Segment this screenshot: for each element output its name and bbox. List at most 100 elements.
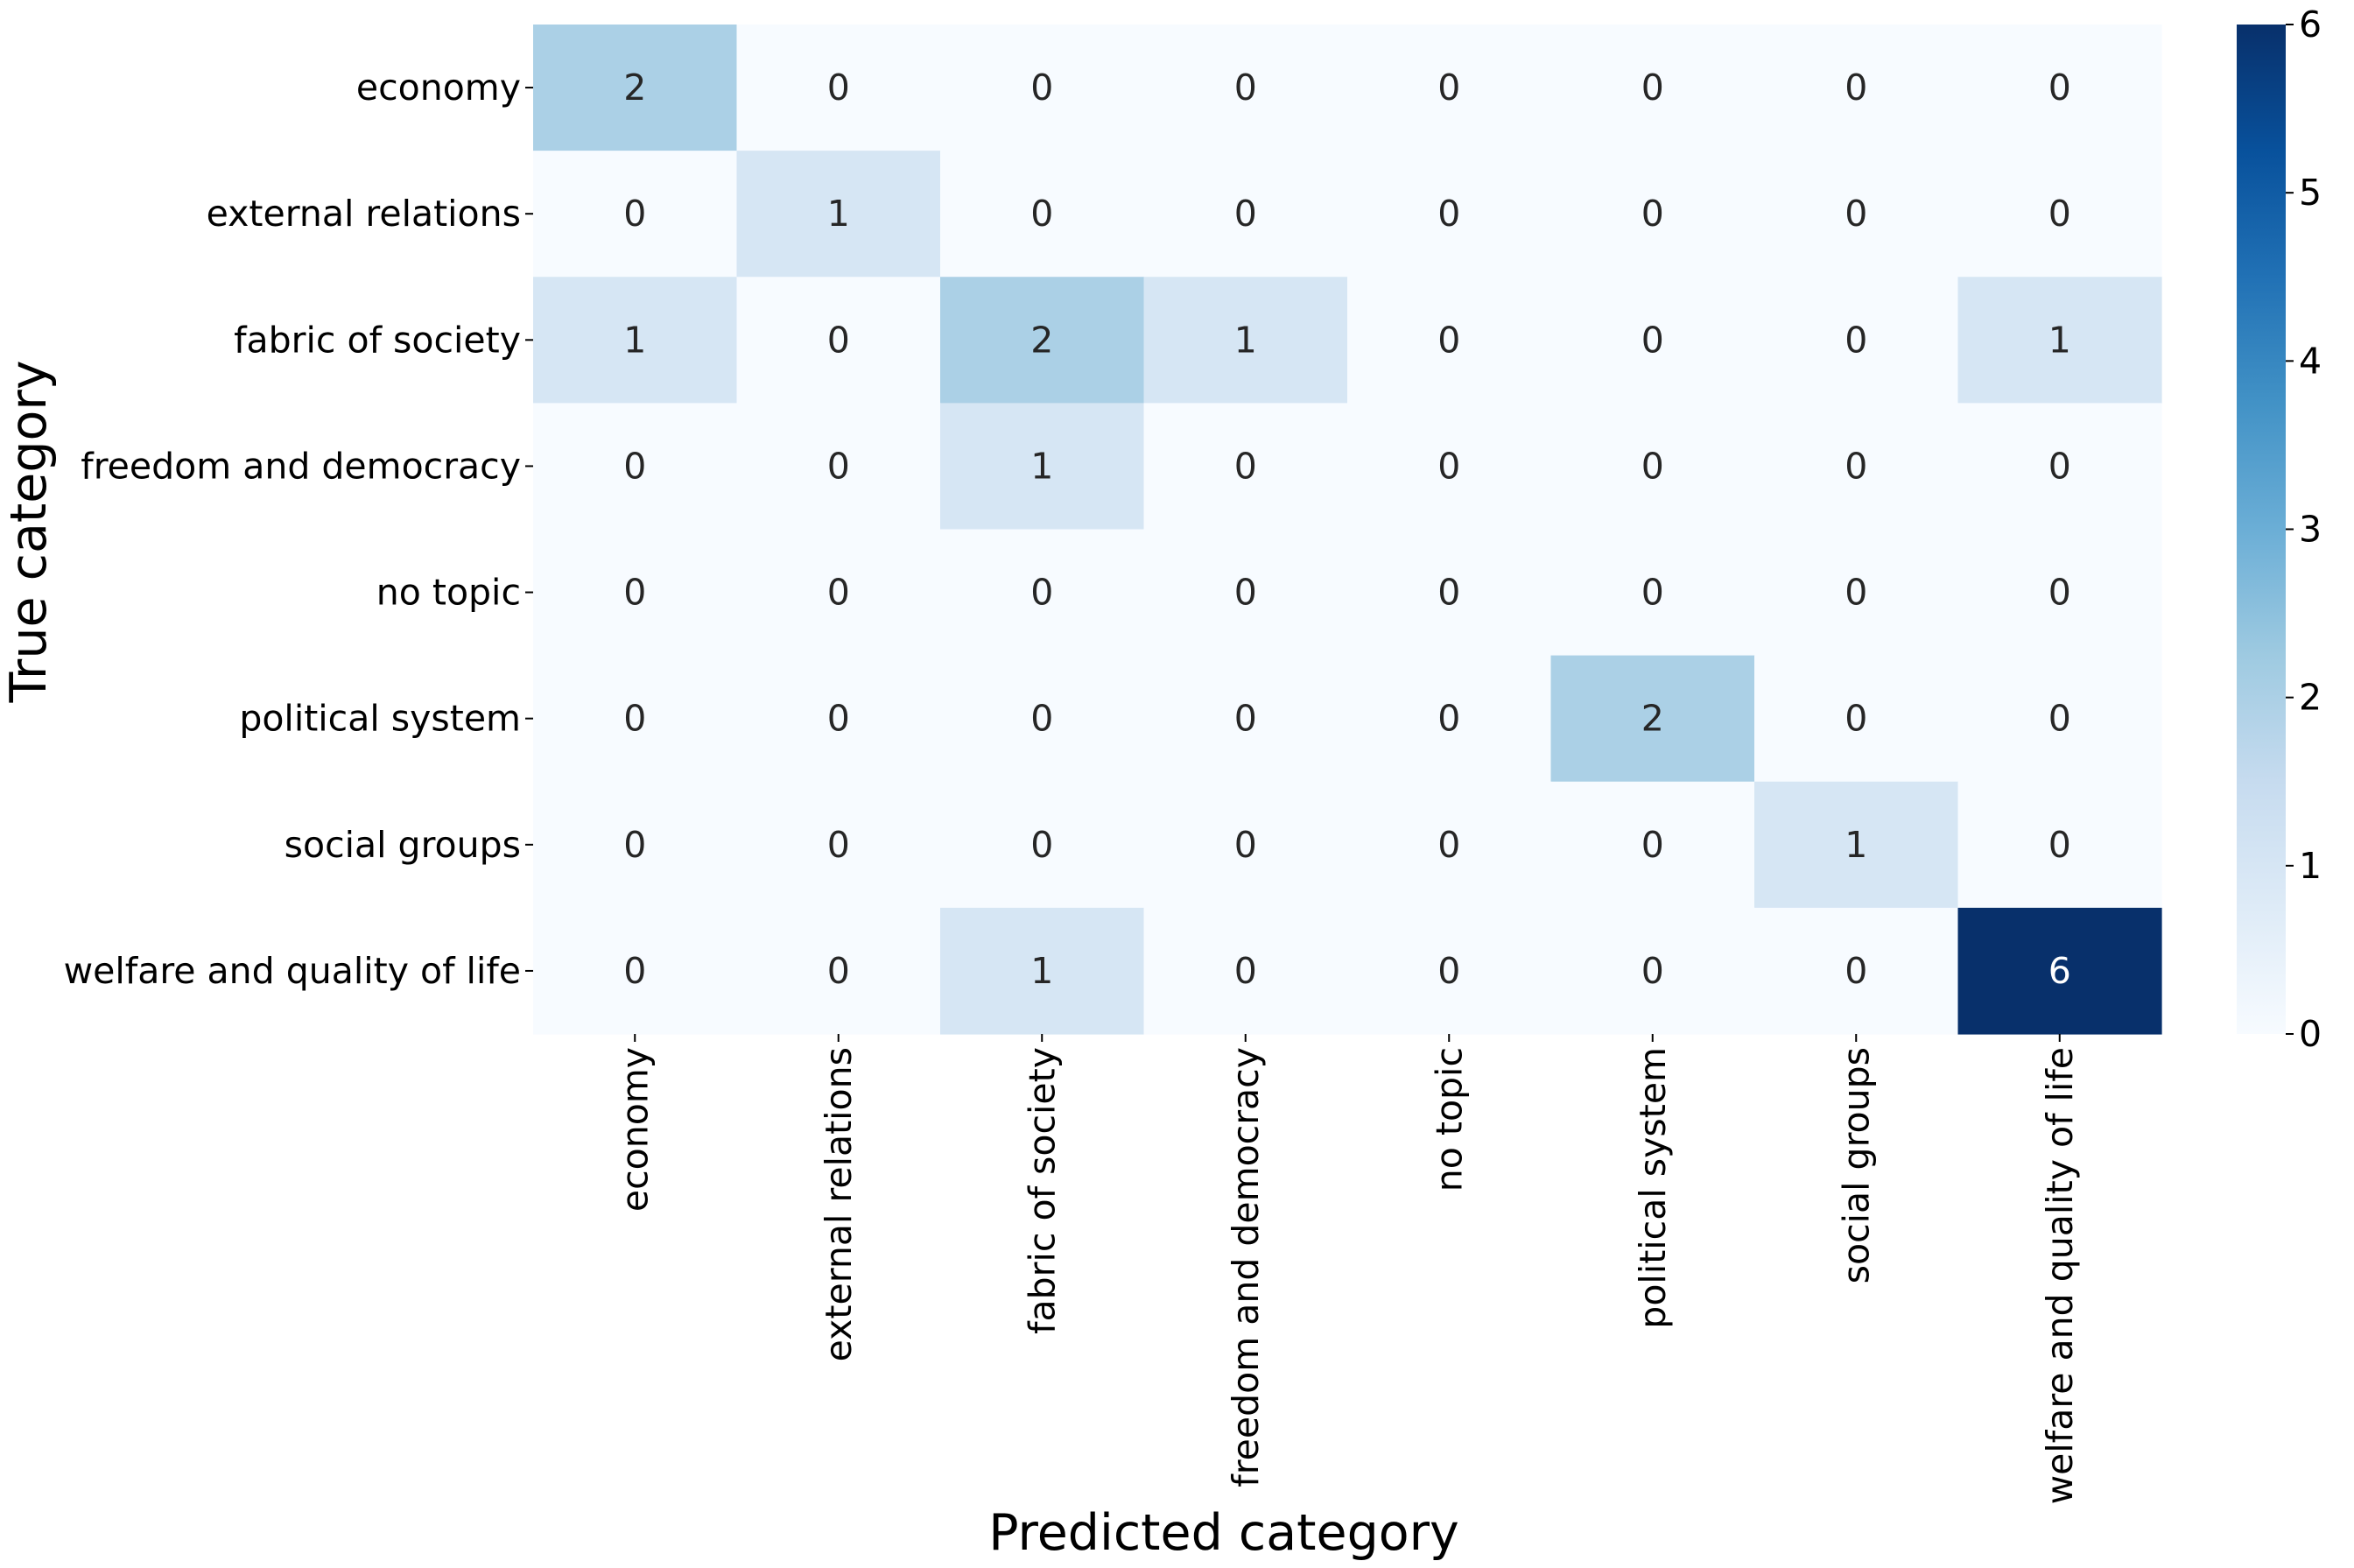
heatmap-cell	[940, 25, 1145, 151]
heatmap-cell-value: 0	[827, 698, 850, 740]
heatmap-cell-value: 0	[1030, 698, 1053, 740]
heatmap-cell	[1550, 907, 1755, 1035]
heatmap-cell	[736, 781, 941, 909]
heatmap-cell	[1347, 529, 1552, 657]
colorbar-tick-label: 5	[2299, 172, 2322, 214]
heatmap-cells	[533, 25, 2162, 1035]
x-tick-label: welfare and quality of life	[2039, 1047, 2081, 1504]
y-tick-label: no topic	[376, 572, 521, 614]
colorbar-tick-label: 2	[2299, 677, 2322, 719]
heatmap-cell	[1550, 529, 1755, 657]
heatmap-cell	[1754, 781, 1959, 909]
heatmap-cell	[1957, 151, 2162, 278]
heatmap-cell-value: 0	[827, 319, 850, 361]
heatmap-cell	[1957, 25, 2162, 151]
heatmap-cell	[1754, 655, 1959, 783]
heatmap-cell-value: 0	[623, 572, 646, 614]
heatmap-cell-value: 0	[1437, 67, 1460, 109]
heatmap-cell	[940, 277, 1145, 404]
heatmap-cell	[1143, 277, 1348, 404]
y-tick-label: freedom and democracy	[81, 445, 521, 487]
x-axis-ticks: economy external relations fabric of socie…	[614, 1034, 2081, 1504]
heatmap-cell-value: 0	[1641, 572, 1664, 614]
x-tick-label: social groups	[1835, 1047, 1877, 1283]
heatmap-cell	[940, 151, 1145, 278]
heatmap-cell-value: 0	[1234, 572, 1257, 614]
heatmap-cell	[1754, 529, 1959, 657]
heatmap-cell	[1143, 403, 1348, 531]
heatmap-cell-value: 0	[2048, 67, 2071, 109]
heatmap-cell-value: 1	[623, 319, 646, 361]
heatmap-cell	[1143, 151, 1348, 278]
heatmap-cell-value: 0	[2048, 698, 2071, 740]
heatmap-cell	[940, 403, 1145, 531]
heatmap-cell-value: 0	[1234, 824, 1257, 866]
heatmap-cell	[736, 25, 941, 151]
heatmap-cell-labels: 2 0 0 0 0 0 0 0 0 1 0 0 0 0 0 0 1 0 2 1 0 0 0 1 0 0 1 0 0 0 0 0 0 0 0 0 0 0 0 0…	[623, 67, 2071, 992]
y-tick-label: social groups	[285, 824, 521, 866]
x-tick-label: external relations	[818, 1047, 860, 1361]
heatmap-cell	[1957, 907, 2162, 1035]
heatmap-cell-value: 0	[2048, 193, 2071, 235]
heatmap-cell	[533, 781, 738, 909]
heatmap-cell	[1550, 781, 1755, 909]
heatmap-cell-value: 2	[1030, 319, 1053, 361]
colorbar-tick-label: 3	[2299, 509, 2322, 551]
heatmap-cell	[736, 907, 941, 1035]
x-tick-label: fabric of society	[1021, 1047, 1063, 1334]
heatmap-cell-value: 0	[1845, 445, 1867, 487]
heatmap-cell-value: 0	[1030, 572, 1053, 614]
heatmap-cell	[1957, 403, 2162, 531]
heatmap-cell-value: 0	[1641, 824, 1664, 866]
heatmap-cell-value: 0	[1437, 950, 1460, 992]
heatmap-cell-value: 0	[1641, 950, 1664, 992]
heatmap-cell-value: 0	[1641, 445, 1664, 487]
colorbar-gradient	[2237, 25, 2286, 1034]
heatmap-cell	[1754, 277, 1959, 404]
heatmap-cell	[1957, 529, 2162, 657]
heatmap-cell-value: 0	[1030, 193, 1053, 235]
heatmap-cell-value: 0	[1437, 572, 1460, 614]
heatmap-cell	[1347, 151, 1552, 278]
heatmap-cell	[533, 907, 738, 1035]
heatmap-cell-value: 0	[1437, 824, 1460, 866]
heatmap-cell	[1550, 25, 1755, 151]
heatmap-cell	[1550, 151, 1755, 278]
heatmap-cell-value: 6	[2048, 950, 2071, 992]
heatmap-cell	[1754, 907, 1959, 1035]
heatmap-cell	[533, 529, 738, 657]
heatmap-cell	[940, 781, 1145, 909]
heatmap-cell-value: 0	[1234, 950, 1257, 992]
heatmap-cell	[940, 529, 1145, 657]
y-axis-ticks: economy external relations fabric of socie…	[64, 67, 533, 992]
heatmap-cell-value: 2	[1641, 698, 1664, 740]
colorbar-tick-label: 1	[2299, 845, 2322, 887]
heatmap-cell	[736, 529, 941, 657]
heatmap-cell	[533, 151, 738, 278]
heatmap-cell-value: 0	[827, 67, 850, 109]
x-tick-label: economy	[614, 1047, 656, 1212]
heatmap-cell-value: 0	[827, 572, 850, 614]
y-tick-label: economy	[356, 67, 521, 109]
heatmap-cell-value: 0	[1641, 193, 1664, 235]
heatmap-cell	[533, 655, 738, 783]
x-tick-label: no topic	[1428, 1047, 1470, 1192]
heatmap-cell-value: 0	[1437, 193, 1460, 235]
heatmap-cell	[1957, 277, 2162, 404]
y-tick-label: political system	[239, 698, 521, 740]
heatmap-cell	[533, 277, 738, 404]
heatmap-cell-value: 0	[1845, 950, 1867, 992]
heatmap-cell	[1347, 781, 1552, 909]
heatmap-cell	[533, 403, 738, 531]
heatmap-cell	[1143, 655, 1348, 783]
heatmap-cell-value: 0	[623, 445, 646, 487]
y-tick-label: external relations	[207, 193, 521, 235]
heatmap-cell	[1550, 655, 1755, 783]
y-tick-label: fabric of society	[234, 319, 521, 361]
colorbar: 0 1 2 3 4 5 6	[2237, 4, 2322, 1055]
heatmap-cell	[1347, 277, 1552, 404]
heatmap-cell-value: 0	[2048, 445, 2071, 487]
heatmap-cell-value: 0	[827, 445, 850, 487]
heatmap-cell	[1143, 25, 1348, 151]
heatmap-cell	[1143, 907, 1348, 1035]
